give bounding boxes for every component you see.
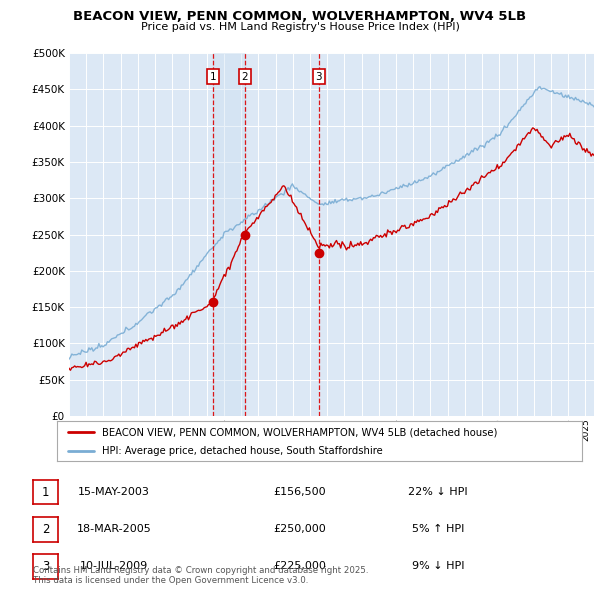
Text: 22% ↓ HPI: 22% ↓ HPI	[408, 487, 468, 497]
Text: Contains HM Land Registry data © Crown copyright and database right 2025.
This d: Contains HM Land Registry data © Crown c…	[33, 566, 368, 585]
Text: 2: 2	[241, 72, 248, 81]
Text: 18-MAR-2005: 18-MAR-2005	[77, 525, 151, 534]
Text: BEACON VIEW, PENN COMMON, WOLVERHAMPTON, WV4 5LB (detached house): BEACON VIEW, PENN COMMON, WOLVERHAMPTON,…	[101, 427, 497, 437]
Text: £225,000: £225,000	[274, 562, 326, 571]
Text: 1: 1	[42, 486, 49, 499]
Text: 1: 1	[210, 72, 217, 81]
Text: £156,500: £156,500	[274, 487, 326, 497]
Text: 5% ↑ HPI: 5% ↑ HPI	[412, 525, 464, 534]
Text: 10-JUL-2009: 10-JUL-2009	[80, 562, 148, 571]
Text: £250,000: £250,000	[274, 525, 326, 534]
Text: BEACON VIEW, PENN COMMON, WOLVERHAMPTON, WV4 5LB: BEACON VIEW, PENN COMMON, WOLVERHAMPTON,…	[73, 10, 527, 23]
Text: HPI: Average price, detached house, South Staffordshire: HPI: Average price, detached house, Sout…	[101, 445, 382, 455]
Text: 3: 3	[42, 560, 49, 573]
Text: 3: 3	[316, 72, 322, 81]
Text: Price paid vs. HM Land Registry's House Price Index (HPI): Price paid vs. HM Land Registry's House …	[140, 22, 460, 32]
Text: 15-MAY-2003: 15-MAY-2003	[78, 487, 150, 497]
Text: 2: 2	[42, 523, 49, 536]
Bar	[213, 53, 245, 416]
Text: 9% ↓ HPI: 9% ↓ HPI	[412, 562, 464, 571]
